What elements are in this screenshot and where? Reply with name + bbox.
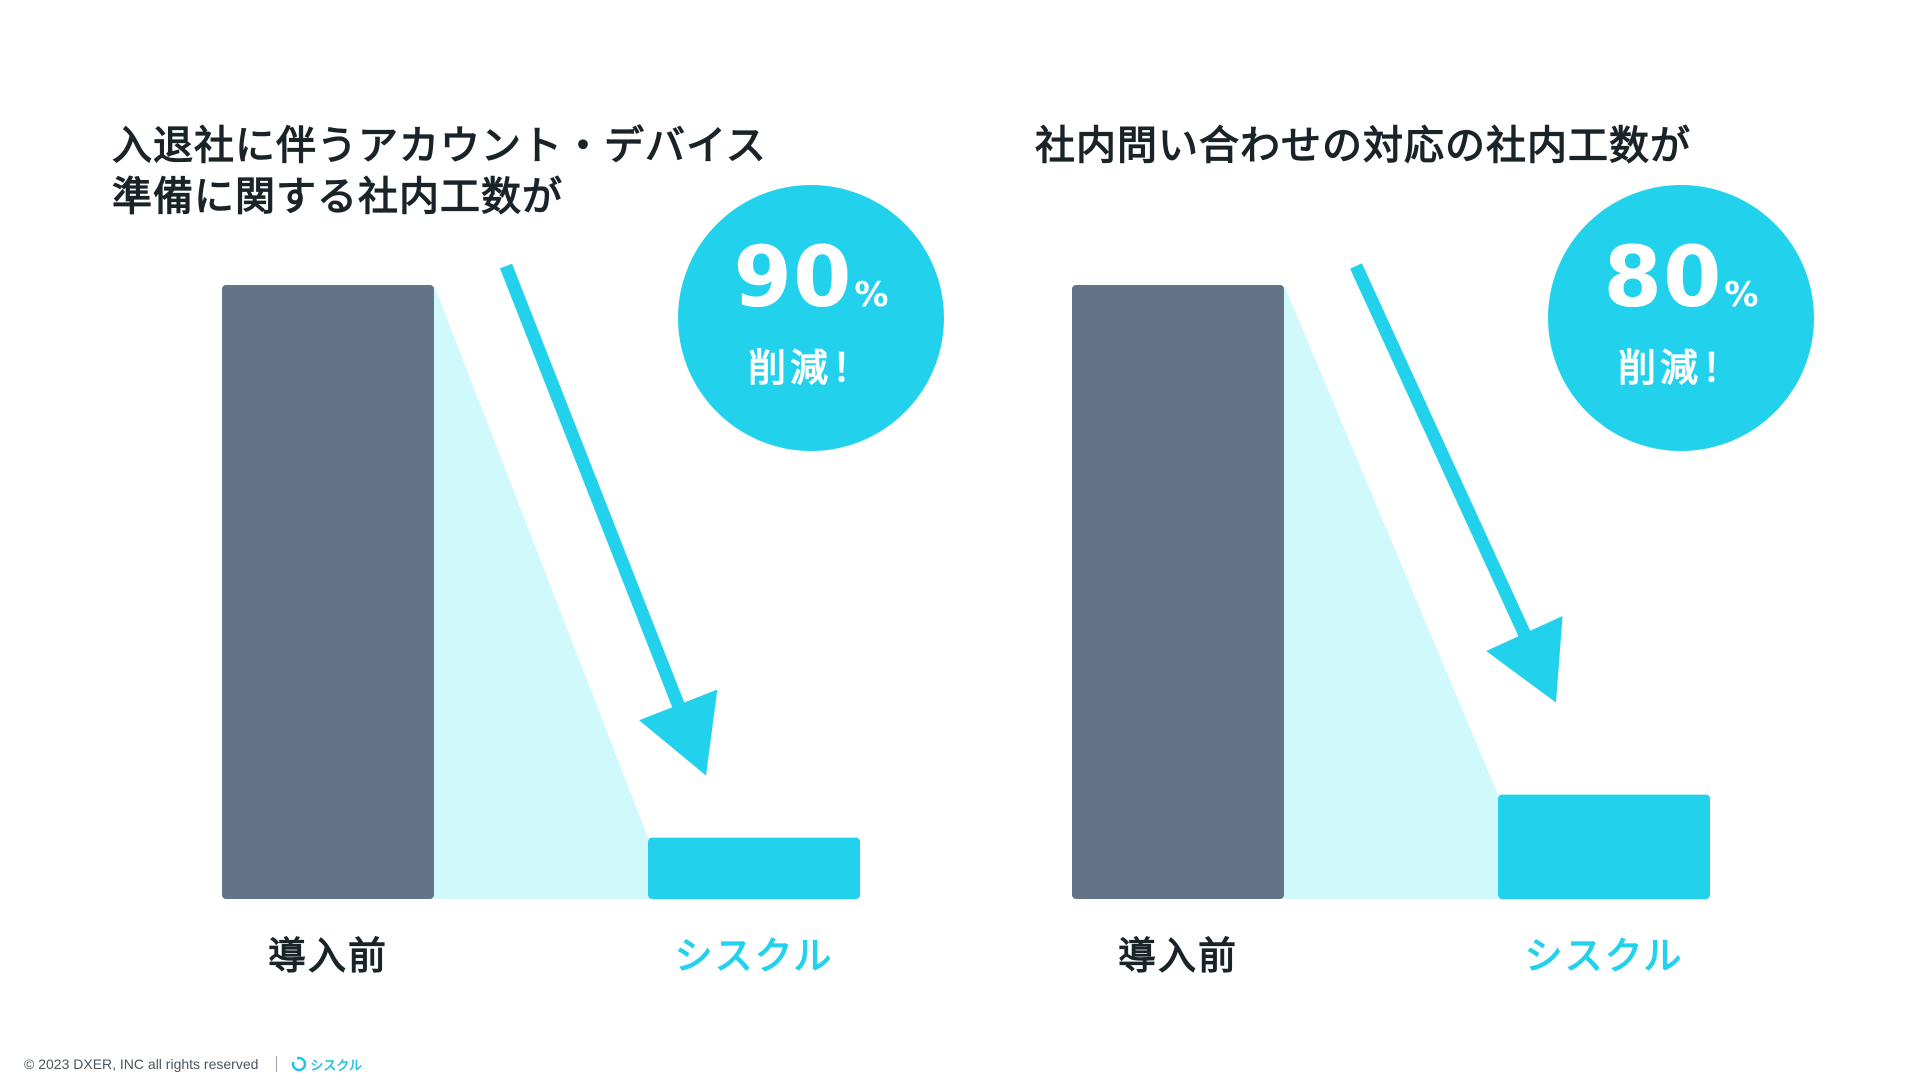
chart-title-line: 社内問い合わせの対応の社内工数が: [1035, 123, 1691, 169]
bar-after: [648, 837, 860, 899]
chart-title-left: 入退社に伴うアカウント・デバイス 準備に関する社内工数が: [112, 121, 767, 223]
bar-chart-right: [1072, 263, 1710, 899]
footer-divider: [276, 1056, 278, 1072]
chart-panel-right: 社内問い合わせの対応の社内工数が 導入前 シスクル 80% 削減！: [850, 0, 1814, 1040]
bar-chart-left: [222, 263, 860, 899]
reduction-projection-area: [1284, 285, 1498, 899]
brand-logo-text: シスクル: [310, 1057, 363, 1073]
percent-unit: %: [854, 275, 889, 315]
footer: © 2023 DXER, INC all rights reserved シスク…: [24, 1054, 362, 1074]
reduction-caption: 削減！: [1617, 346, 1744, 390]
chart-title-line: 準備に関する社内工数が: [112, 174, 563, 220]
category-label-before: 導入前: [1117, 934, 1238, 978]
reduction-badge: 80% 削減！: [1548, 185, 1814, 451]
bar-before: [1072, 285, 1284, 899]
category-label-after: シスクル: [1524, 934, 1684, 978]
reduction-badge: 90% 削減！: [678, 185, 944, 451]
percent-unit: %: [1724, 275, 1759, 315]
reduction-percent-value: 90: [733, 228, 853, 326]
brand-logo-icon: [292, 1056, 307, 1072]
reduction-percent-value: 80: [1603, 228, 1723, 326]
reduction-caption: 削減！: [747, 346, 874, 390]
chart-title-line: 入退社に伴うアカウント・デバイス: [112, 123, 767, 169]
brand-logo: シスクル: [291, 1055, 362, 1074]
down-arrow-icon: [499, 263, 718, 776]
copyright-text: © 2023 DXER, INC all rights reserved: [24, 1056, 259, 1072]
down-arrow-icon: [1350, 263, 1563, 703]
bar-before: [222, 285, 434, 899]
category-label-after: シスクル: [674, 934, 834, 978]
chart-title-right: 社内問い合わせの対応の社内工数が: [1035, 121, 1691, 172]
chart-panel-left: 入退社に伴うアカウント・デバイス 準備に関する社内工数が 導入前 シスクル 90…: [0, 0, 960, 1040]
bar-after: [1498, 794, 1710, 899]
reduction-projection-area: [434, 285, 648, 899]
category-label-before: 導入前: [267, 934, 388, 978]
